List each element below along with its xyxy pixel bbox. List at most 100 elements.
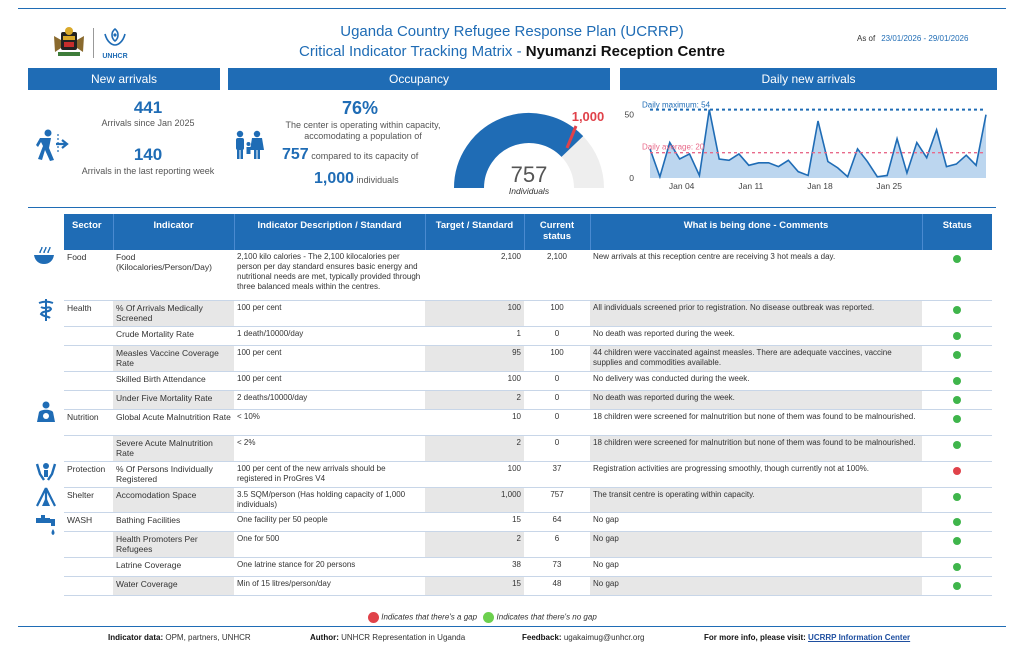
indicator-cell: Food (Kilocalories/Person/Day) <box>113 250 234 301</box>
comment-cell: No gap <box>590 512 922 532</box>
x-tick-label: Jan 18 <box>807 181 833 191</box>
status-cell <box>922 326 992 346</box>
footer-data-source: Indicator data: OPM, partners, UNHCR <box>108 633 251 642</box>
indicator-cell: Measles Vaccine Coverage Rate <box>113 345 234 372</box>
description-cell: 100 per cent <box>234 371 425 391</box>
unhcr-logo: UNHCR <box>100 26 130 60</box>
status-dot <box>953 305 961 314</box>
gauge-max-marker <box>565 125 578 149</box>
target-cell: 100 <box>425 300 524 327</box>
sector-cell <box>64 371 113 391</box>
occupancy-population-line: 757 compared to its capacity of <box>282 146 452 164</box>
current-status-cell: 2,100 <box>524 250 590 301</box>
x-tick-label: Jan 25 <box>876 181 902 191</box>
wash-tap-icon <box>32 514 60 542</box>
status-cell <box>922 576 992 596</box>
indicator-table: Sector Indicator Indicator Description /… <box>64 214 992 596</box>
legend-gap-label: Indicates that there's a gap <box>381 612 478 622</box>
target-cell: 38 <box>425 557 524 577</box>
unhcr-logo-text: UNHCR <box>102 53 128 60</box>
description-cell: < 2% <box>234 435 425 462</box>
current-status-cell: 757 <box>524 487 590 513</box>
current-status-cell: 0 <box>524 326 590 346</box>
status-dot <box>953 395 961 404</box>
comment-cell: No gap <box>590 557 922 577</box>
table-row: WASH Bathing Facilities One facility per 5… <box>64 512 992 532</box>
target-cell: 15 <box>425 512 524 532</box>
indicator-cell: Global Acute Malnutrition Rate <box>113 409 234 436</box>
capacity-unit: individuals <box>356 175 399 185</box>
description-cell: 3.5 SQM/person (Has holding capacity of … <box>234 487 425 513</box>
description-cell: Min of 15 litres/person/day <box>234 576 425 596</box>
occupancy-gauge: 757 Individuals 1,000 <box>454 109 604 196</box>
target-cell: 95 <box>425 345 524 372</box>
occupancy-bar: Occupancy <box>228 68 610 90</box>
target-cell: 1,000 <box>425 487 524 513</box>
current-status-cell: 0 <box>524 371 590 391</box>
current-status-cell: 64 <box>524 512 590 532</box>
footer-feedback: Feedback: ugakaimug@unhcr.org <box>522 633 645 642</box>
y-tick-label: 0 <box>629 173 634 183</box>
average-line-label: Daily average: 20 <box>642 143 705 152</box>
description-cell: One facility per 50 people <box>234 512 425 532</box>
description-cell: 2 deaths/10000/day <box>234 390 425 410</box>
description-cell: 100 per cent of the new arrivals should … <box>234 461 425 488</box>
current-status-cell: 100 <box>524 300 590 327</box>
sector-cell <box>64 531 113 558</box>
indicator-cell: % Of Arrivals Medically Screened <box>113 300 234 327</box>
target-cell: 10 <box>425 409 524 436</box>
description-cell: < 10% <box>234 409 425 436</box>
legend-nogap-label: Indicates that there's no gap <box>496 612 597 622</box>
description-cell: 100 per cent <box>234 345 425 372</box>
comment-cell: Registration activities are progressing … <box>590 461 922 488</box>
table-row: Skilled Birth Attendance 100 per cent 100 0… <box>64 371 992 391</box>
indicator-cell: Accomodation Space <box>113 487 234 513</box>
arrivals-week-label: Arrivals in the last reporting week <box>81 166 215 176</box>
nutrition-child-icon <box>32 400 60 428</box>
status-dot <box>953 466 961 475</box>
target-cell: 2 <box>425 435 524 462</box>
target-cell: 15 <box>425 576 524 596</box>
description-cell: One for 500 <box>234 531 425 558</box>
status-cell <box>922 461 992 488</box>
status-cell <box>922 371 992 391</box>
table-row: Health Promoters Per Refugees One for 500… <box>64 531 992 558</box>
indicator-cell: % Of Persons Individually Registered <box>113 461 234 488</box>
table-row: Water Coverage Min of 15 litres/person/da… <box>64 576 992 596</box>
target-cell: 100 <box>425 461 524 488</box>
current-status-cell: 0 <box>524 390 590 410</box>
comment-cell: No delivery was conducted during the wee… <box>590 371 922 391</box>
status-dot <box>953 376 961 385</box>
comment-cell: No gap <box>590 576 922 596</box>
header-description: Indicator Description / Standard <box>234 214 426 250</box>
legend-gap-dot <box>368 612 379 623</box>
status-cell <box>922 409 992 436</box>
occupancy-description: The center is operating within capacity,… <box>285 120 441 141</box>
comment-cell: 18 children were screened for malnutriti… <box>590 435 922 462</box>
table-row: Severe Acute Malnutrition Rate < 2% 2 0 18 c… <box>64 435 992 462</box>
description-cell: 100 per cent <box>234 300 425 327</box>
table-row: Food Food (Kilocalories/Person/Day) 2,100 … <box>64 250 992 301</box>
table-header-row: Sector Indicator Indicator Description /… <box>64 214 992 250</box>
arrivals-total-label: Arrivals since Jan 2025 <box>101 118 195 128</box>
x-tick-label: Jan 11 <box>738 181 763 191</box>
info-center-link[interactable]: UCRRP Information Center <box>808 633 911 642</box>
status-dot <box>953 581 961 590</box>
capacity-value: 1,000 <box>314 170 355 187</box>
current-status-cell: 0 <box>524 409 590 436</box>
comment-cell: No death was reported during the week. <box>590 390 922 410</box>
status-dot <box>953 492 961 501</box>
comment-cell: All individuals screened prior to regist… <box>590 300 922 327</box>
header-current-status: Current status <box>524 214 591 250</box>
indicator-cell: Crude Mortality Rate <box>113 326 234 346</box>
target-cell: 1 <box>425 326 524 346</box>
max-line-label: Daily maximum: 54 <box>642 101 711 110</box>
target-cell: 2 <box>425 531 524 558</box>
table-row: Under Five Mortality Rate 2 deaths/10000/… <box>64 390 992 410</box>
y-tick-label: 50 <box>625 110 635 120</box>
indicator-cell: Under Five Mortality Rate <box>113 390 234 410</box>
description-cell: 1 death/10000/day <box>234 326 425 346</box>
target-cell: 2 <box>425 390 524 410</box>
sector-cell <box>64 390 113 410</box>
table-row: Latrine Coverage One latrine stance for 2… <box>64 557 992 577</box>
